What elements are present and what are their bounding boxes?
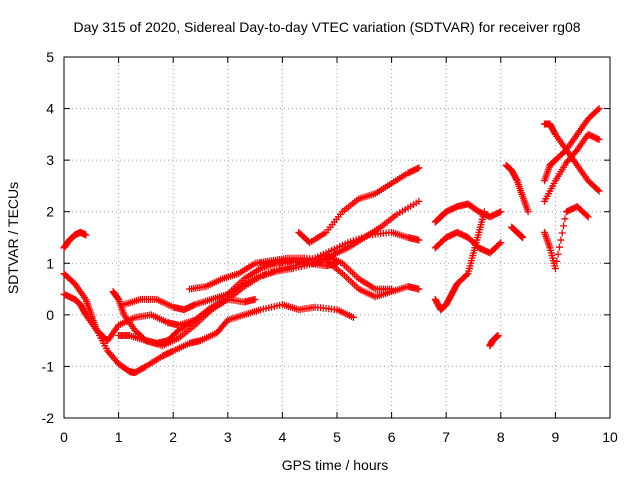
data-point: [415, 285, 423, 293]
data-point: [82, 231, 90, 239]
series-arc-15: [508, 223, 527, 241]
x-tick-label: 1: [115, 429, 123, 445]
x-tick-label: 9: [552, 429, 560, 445]
y-tick-label: -1: [42, 358, 55, 374]
y-tick-label: 4: [46, 101, 54, 117]
y-axis-label: SDTVAR / TECUs: [5, 182, 21, 294]
y-tick-label: 5: [46, 49, 54, 65]
x-tick-label: 3: [224, 429, 232, 445]
data-point: [595, 136, 603, 144]
data-point: [594, 186, 602, 194]
series-arc-6: [120, 197, 423, 314]
data-point: [415, 197, 423, 205]
data-point: [497, 208, 505, 216]
series-arc-14: [502, 161, 532, 216]
data-point: [388, 285, 396, 293]
data-point: [555, 243, 563, 251]
series-arc-17: [540, 105, 603, 185]
x-tick-label: 4: [279, 429, 287, 445]
data-point: [495, 240, 503, 248]
data-point: [415, 164, 423, 172]
data-points: [60, 105, 603, 377]
y-tick-label: -2: [42, 410, 55, 426]
data-point: [524, 208, 532, 216]
data-point: [558, 229, 566, 237]
data-point: [463, 271, 471, 279]
data-point: [512, 175, 520, 183]
series-arc-9: [257, 252, 396, 293]
series-arc-19: [540, 203, 592, 272]
y-tick-label: 3: [46, 152, 54, 168]
x-tick-label: 10: [602, 429, 618, 445]
x-tick-label: 6: [388, 429, 396, 445]
data-point: [584, 213, 592, 221]
series-arc-5: [115, 257, 341, 350]
data-point: [560, 222, 568, 230]
series-arc-12: [431, 208, 488, 314]
series-arc-13: [486, 331, 502, 350]
data-point: [415, 236, 423, 244]
data-point: [497, 239, 505, 247]
series-arc-10: [431, 200, 505, 226]
x-tick-label: 0: [60, 429, 68, 445]
y-tick-label: 2: [46, 204, 54, 220]
data-point: [583, 212, 591, 220]
x-tick-label: 7: [442, 429, 450, 445]
data-point: [480, 208, 488, 216]
y-tick-label: 0: [46, 307, 54, 323]
data-point: [551, 264, 559, 272]
data-point: [594, 106, 602, 114]
data-point: [572, 147, 580, 155]
series-arc-8: [295, 164, 423, 247]
data-point: [251, 295, 259, 303]
data-point: [561, 215, 569, 223]
axis-ticks: 0 1 2 3 4 5 6 7 8 9 10 -2 -1 0 1 2 3 4 5: [42, 49, 618, 445]
series-arc-2: [60, 270, 357, 377]
series-arc-11: [431, 228, 505, 257]
chart-title: Day 315 of 2020, Sidereal Day-to-day VTE…: [73, 19, 580, 35]
data-point: [519, 234, 527, 241]
data-point: [553, 257, 561, 265]
data-point: [349, 313, 357, 321]
x-tick-label: 8: [497, 429, 505, 445]
series-arc-18: [540, 130, 603, 205]
data-point: [595, 105, 603, 113]
data-point: [595, 187, 603, 195]
data-point: [557, 236, 565, 244]
data-point: [494, 331, 502, 339]
x-axis-label: GPS time / hours: [282, 457, 389, 473]
x-tick-label: 5: [333, 429, 341, 445]
y-tick-label: 1: [46, 255, 54, 271]
data-point: [554, 250, 562, 258]
series-arc-1: [60, 228, 90, 252]
x-tick-label: 2: [169, 429, 177, 445]
